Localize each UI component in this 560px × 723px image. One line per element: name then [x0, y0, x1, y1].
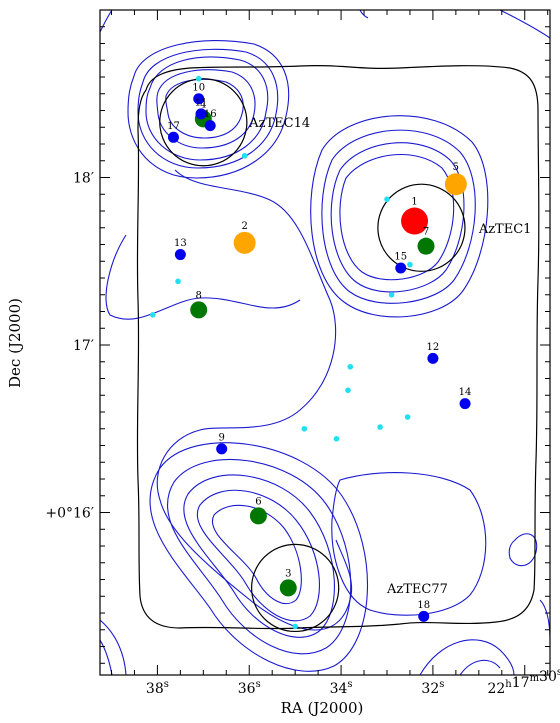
source-marker — [193, 93, 205, 105]
y-tick-label: 17′ — [73, 338, 94, 354]
source-label: 9 — [218, 432, 224, 443]
flux-contours — [100, 10, 550, 675]
source-marker — [395, 262, 407, 274]
cyan-point — [377, 424, 383, 430]
source-label: 16 — [204, 109, 217, 120]
source-marker — [204, 120, 216, 132]
contour-line — [339, 154, 455, 281]
source-marker — [417, 237, 435, 255]
cyan-point — [333, 436, 340, 442]
aztec-label: AzTEC14 — [248, 116, 310, 131]
source-label: 10 — [192, 82, 205, 93]
cyan-point — [345, 387, 351, 394]
contour-line — [145, 56, 269, 161]
contour-line — [156, 69, 256, 149]
x-axis-title: RA (J2000) — [281, 699, 364, 717]
contour-line — [459, 659, 501, 675]
x-tick-label: 34s — [330, 679, 353, 697]
contour-line — [197, 489, 320, 622]
source-label: 6 — [255, 496, 261, 507]
beam-circle — [251, 543, 340, 633]
cyan-point — [384, 196, 390, 203]
source-label: 1 — [411, 197, 417, 208]
contour-line — [331, 472, 487, 616]
source-label: 8 — [196, 290, 202, 301]
source-label: 18 — [417, 600, 430, 611]
beam-circle — [159, 78, 248, 167]
contour-line — [149, 442, 369, 672]
aztec-annotations: AzTEC14 AzTEC1 AzTEC77 — [248, 116, 531, 597]
source-label: 11 — [195, 97, 208, 108]
aztec-label: AzTEC77 — [386, 582, 448, 597]
contour-line — [310, 115, 489, 318]
source-marker — [233, 231, 256, 254]
cyan-source-points — [150, 75, 413, 630]
source-marker — [167, 131, 179, 143]
source-marker — [216, 443, 228, 455]
beam-circle — [377, 183, 466, 272]
survey-footprint — [136, 65, 540, 630]
source-marker — [174, 249, 186, 261]
contour-line — [100, 10, 113, 33]
source-label: 5 — [453, 162, 459, 173]
source-marker — [418, 610, 430, 622]
y-axis-title: Dec (J2000) — [6, 298, 24, 388]
source-marker — [279, 579, 297, 597]
contour-line — [499, 10, 550, 39]
cyan-point — [404, 414, 411, 420]
source-label: 15 — [394, 251, 407, 262]
source-label: 14 — [459, 387, 472, 398]
beam-circles — [159, 78, 466, 633]
source-marker — [249, 507, 267, 525]
contour-line — [183, 474, 335, 638]
x-tick-label: 36s — [238, 679, 261, 697]
contour-line — [419, 639, 515, 675]
x-tick-label: 32s — [421, 679, 444, 697]
y-tick-label: 18′ — [73, 171, 94, 187]
plot-frame — [99, 9, 551, 676]
axis-ticks: 38s 36s 34s 32s 22h17m30s +0°16′ 17′ 18′ — [45, 10, 560, 697]
contour-line — [100, 639, 113, 675]
aztec-label: AzTEC1 — [478, 222, 532, 237]
contour-group-aztec77 — [149, 442, 369, 672]
contour-line — [321, 129, 476, 304]
source-label: 12 — [427, 342, 440, 353]
contour-line — [105, 234, 301, 320]
contour-line — [137, 48, 279, 169]
contour-line — [359, 10, 369, 19]
contour-line — [167, 458, 352, 655]
cyan-point — [301, 425, 308, 432]
source-marker — [427, 352, 439, 364]
cyan-point — [347, 363, 354, 370]
contour-line — [127, 39, 290, 179]
cyan-point — [388, 291, 395, 298]
source-label: 3 — [285, 568, 291, 579]
x-tick-label: 22h17m30s — [487, 667, 560, 697]
contour-line — [100, 619, 127, 675]
source-label: 4 — [200, 99, 206, 110]
cyan-point — [150, 312, 156, 318]
source-marker — [459, 398, 471, 410]
source-label: 13 — [174, 238, 187, 249]
contour-line — [330, 142, 465, 293]
cyan-point — [175, 278, 181, 285]
contour-group-aztec1 — [310, 115, 489, 318]
cyan-point — [292, 623, 298, 630]
cyan-point — [407, 261, 413, 268]
source-marker — [401, 207, 429, 235]
source-label: 2 — [241, 221, 247, 232]
source-marker — [190, 301, 208, 319]
source-label: 17 — [167, 121, 180, 132]
source-marker — [195, 108, 207, 120]
cyan-point — [195, 75, 202, 82]
source-label: 7 — [423, 227, 429, 238]
y-tick-label: +0°16′ — [45, 506, 94, 522]
contour-line — [508, 533, 538, 567]
cyan-point — [241, 152, 248, 159]
source-marker — [444, 173, 467, 196]
x-tick-label: 38s — [146, 679, 169, 697]
contour-line — [539, 599, 550, 641]
